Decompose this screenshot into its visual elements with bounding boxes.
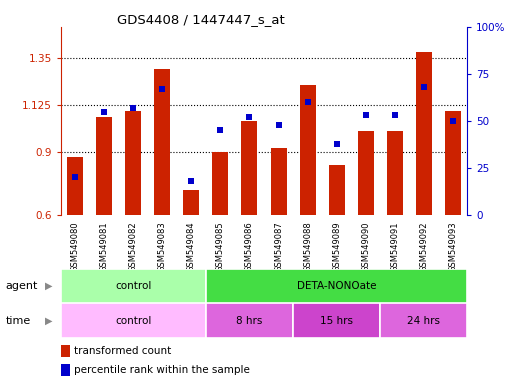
Bar xyxy=(67,157,83,215)
Bar xyxy=(206,303,293,338)
Bar xyxy=(380,303,467,338)
Text: 15 hrs: 15 hrs xyxy=(320,316,353,326)
Bar xyxy=(328,165,345,215)
Bar xyxy=(96,117,112,215)
Text: 8 hrs: 8 hrs xyxy=(237,316,262,326)
Point xyxy=(391,112,399,118)
Bar xyxy=(445,111,461,215)
Bar xyxy=(183,190,200,215)
Text: ▶: ▶ xyxy=(45,316,52,326)
Bar xyxy=(61,303,206,338)
Text: GSM549089: GSM549089 xyxy=(332,222,341,272)
Bar xyxy=(212,152,229,215)
Bar xyxy=(61,269,206,303)
Text: GSM549084: GSM549084 xyxy=(187,222,196,272)
Text: transformed count: transformed count xyxy=(74,346,171,356)
Bar xyxy=(154,69,171,215)
Text: GSM549080: GSM549080 xyxy=(71,222,80,272)
Point xyxy=(361,112,370,118)
Text: agent: agent xyxy=(5,281,37,291)
Text: GSM549085: GSM549085 xyxy=(216,222,225,272)
Bar xyxy=(416,52,432,215)
Point xyxy=(449,118,457,124)
Text: GSM549088: GSM549088 xyxy=(303,222,312,272)
Text: GSM549087: GSM549087 xyxy=(274,222,283,272)
Text: control: control xyxy=(115,316,152,326)
Text: GSM549086: GSM549086 xyxy=(245,222,254,272)
Point xyxy=(303,99,312,105)
Point xyxy=(333,141,341,147)
Text: GSM549082: GSM549082 xyxy=(129,222,138,272)
Text: GSM549091: GSM549091 xyxy=(390,222,399,272)
Bar xyxy=(206,269,467,303)
Text: GSM549093: GSM549093 xyxy=(448,222,457,272)
Point xyxy=(158,86,167,92)
Bar xyxy=(293,303,380,338)
Text: ▶: ▶ xyxy=(45,281,52,291)
Text: percentile rank within the sample: percentile rank within the sample xyxy=(74,365,250,375)
Point xyxy=(129,105,138,111)
Text: control: control xyxy=(115,281,152,291)
Text: GSM549092: GSM549092 xyxy=(419,222,428,272)
Point xyxy=(245,114,254,120)
Bar xyxy=(241,121,258,215)
Point xyxy=(100,109,109,115)
Text: GSM549090: GSM549090 xyxy=(361,222,370,272)
Point xyxy=(420,84,428,90)
Text: DETA-NONOate: DETA-NONOate xyxy=(297,281,376,291)
Text: 24 hrs: 24 hrs xyxy=(407,316,440,326)
Bar xyxy=(299,85,316,215)
Bar xyxy=(386,131,403,215)
Text: time: time xyxy=(5,316,31,326)
Point xyxy=(216,127,225,134)
Bar xyxy=(270,148,287,215)
Point xyxy=(71,174,80,180)
Text: GSM549083: GSM549083 xyxy=(158,222,167,272)
Point xyxy=(275,122,283,128)
Text: GSM549081: GSM549081 xyxy=(100,222,109,272)
Bar xyxy=(357,131,374,215)
Bar xyxy=(125,111,142,215)
Text: GDS4408 / 1447447_s_at: GDS4408 / 1447447_s_at xyxy=(117,13,285,26)
Point xyxy=(187,178,196,184)
